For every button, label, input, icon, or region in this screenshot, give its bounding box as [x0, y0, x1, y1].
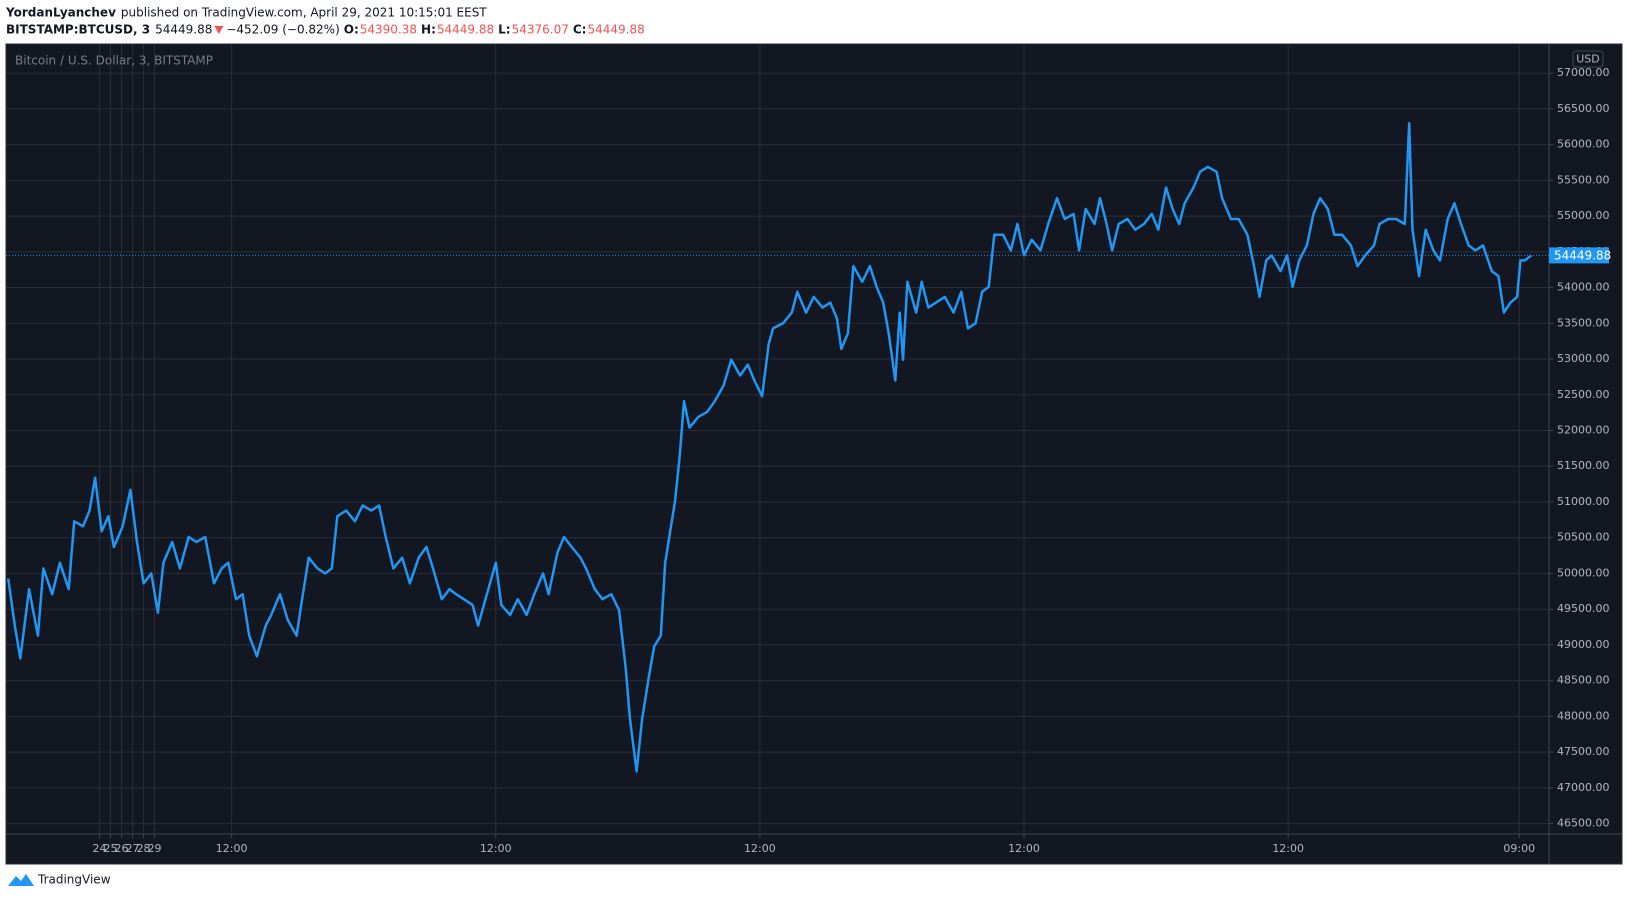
y-tick-label: 50000.00 — [1557, 566, 1610, 579]
ohlc-label: H: — [421, 23, 436, 37]
brand: TradingView — [37, 873, 111, 887]
x-tick-label: 09:00 — [1503, 842, 1535, 855]
y-tick-label: 48000.00 — [1557, 709, 1610, 722]
y-tick-label: 55500.00 — [1557, 173, 1610, 186]
down-arrow — [214, 26, 224, 34]
y-tick-label: 51000.00 — [1557, 495, 1610, 508]
x-tick-label: 29 — [148, 842, 162, 855]
x-tick-label: 12:00 — [1008, 842, 1040, 855]
published: published on TradingView.com, April 29, … — [121, 6, 487, 20]
y-tick-label: 52500.00 — [1557, 388, 1610, 401]
x-tick-label: 12:00 — [1272, 842, 1304, 855]
y-tick-label: 50500.00 — [1557, 531, 1610, 544]
chart-pane — [5, 43, 1623, 865]
y-tick-label: 49500.00 — [1557, 602, 1610, 615]
logo — [8, 874, 34, 886]
grid: 46500.00 47000.00 47500.00 48000.00 48500.00… — [6, 44, 1610, 855]
author: YordanLyanchev — [5, 6, 116, 20]
y-tick-label: 47000.00 — [1557, 781, 1610, 794]
y-tick-label: 52000.00 — [1557, 423, 1610, 436]
ohlc-label: L: — [498, 23, 510, 37]
ohlc-value: 54390.38 — [360, 23, 417, 37]
x-tick-label: 12:00 — [480, 842, 512, 855]
x-tick-label: 25 — [104, 842, 118, 855]
close-value: 54449.88 — [587, 23, 644, 37]
x-tick-label: 28 — [137, 842, 151, 855]
symbol: BITSTAMP:BTCUSD, 3 — [6, 23, 150, 37]
y-tick-label: 57000.00 — [1557, 66, 1610, 79]
x-tick-label: 12:00 — [216, 842, 248, 855]
last-price-label: 54449.88 — [1554, 248, 1611, 262]
unit-box — [1572, 50, 1604, 68]
header: YordanLyanchev published on TradingView.c… — [5, 6, 645, 37]
ohlc-value: 54449.88 — [437, 23, 494, 37]
last-price: 54449.88 — [155, 23, 212, 37]
y-tick-label: 51500.00 — [1557, 459, 1610, 472]
y-tick-label: 48500.00 — [1557, 674, 1610, 687]
y-unit: USD — [1576, 53, 1600, 66]
y-tick-label: 56000.00 — [1557, 138, 1610, 151]
y-tick-label: 46500.00 — [1557, 817, 1610, 830]
plot: 54449.88 — [6, 121, 1611, 773]
y-tick-label: 49000.00 — [1557, 638, 1610, 651]
ohlc-value: 54376.07 — [512, 23, 569, 37]
last-price-tag — [1549, 247, 1609, 264]
x-tick-label: 24 — [93, 842, 107, 855]
series-legend: Bitcoin / U.S. Dollar, 3, BITSTAMP — [15, 54, 213, 68]
y-tick-label: 53500.00 — [1557, 316, 1610, 329]
y-tick-label: 56500.00 — [1557, 102, 1610, 115]
y-tick-label: 53000.00 — [1557, 352, 1610, 365]
x-tick-label: 26 — [115, 842, 129, 855]
y-tick-label: 47500.00 — [1557, 745, 1610, 758]
ohlc-label: C: — [573, 23, 587, 37]
y-tick-label: 55000.00 — [1557, 209, 1610, 222]
y-tick-label: 54000.00 — [1557, 281, 1610, 294]
change: −452.09 (−0.82%) — [226, 23, 339, 37]
price-line — [6, 121, 1533, 773]
ohlc-label: O: — [344, 23, 359, 37]
x-tick-label: 12:00 — [744, 842, 776, 855]
x-tick-label: 27 — [126, 842, 140, 855]
